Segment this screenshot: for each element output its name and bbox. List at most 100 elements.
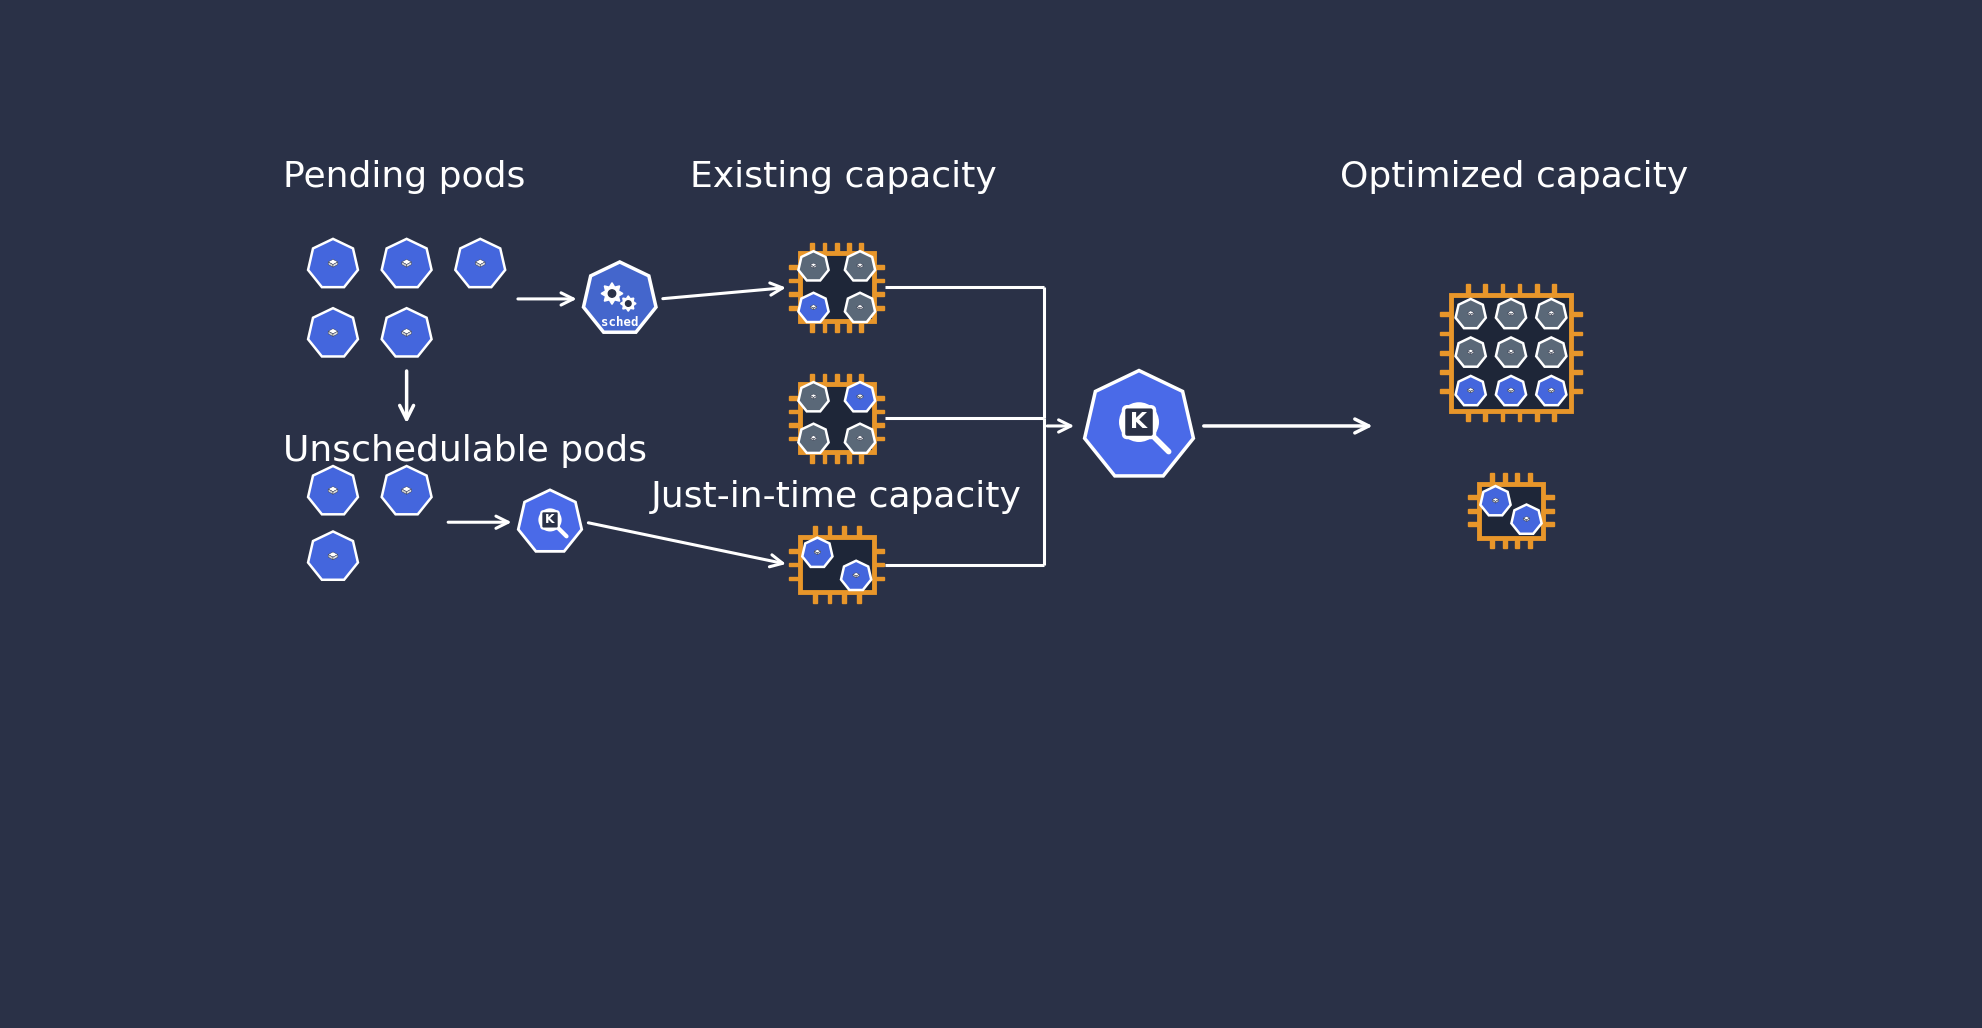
Text: K: K [1130, 412, 1148, 432]
Bar [874, 409, 884, 413]
Polygon shape [817, 551, 821, 555]
Bar [1451, 295, 1572, 410]
Polygon shape [1510, 390, 1514, 393]
Bar [1542, 509, 1554, 513]
Text: K: K [545, 513, 555, 526]
Polygon shape [1455, 299, 1486, 328]
Polygon shape [815, 551, 817, 555]
Polygon shape [811, 396, 813, 399]
Polygon shape [1536, 299, 1566, 328]
Bar [1552, 410, 1556, 421]
Bar [811, 321, 815, 332]
Bar [874, 396, 884, 400]
Polygon shape [856, 575, 860, 578]
Polygon shape [856, 265, 860, 268]
Polygon shape [799, 293, 828, 322]
Polygon shape [813, 306, 817, 309]
Bar [856, 592, 860, 603]
Polygon shape [1492, 500, 1496, 503]
Bar [1467, 285, 1471, 295]
Bar [860, 243, 862, 254]
Polygon shape [601, 283, 622, 304]
Bar [846, 452, 850, 463]
Bar [823, 452, 826, 463]
Polygon shape [307, 308, 359, 357]
Bar [1469, 509, 1479, 513]
Polygon shape [1508, 313, 1510, 316]
Polygon shape [1467, 313, 1471, 316]
Bar [828, 592, 830, 603]
Polygon shape [1467, 310, 1475, 315]
Polygon shape [476, 262, 480, 267]
Bar [1469, 495, 1479, 499]
Polygon shape [307, 466, 359, 514]
Polygon shape [1467, 390, 1471, 393]
Polygon shape [333, 489, 337, 494]
Bar [813, 526, 817, 537]
Bar [842, 526, 846, 537]
Polygon shape [1524, 518, 1526, 521]
Bar [789, 279, 801, 283]
Polygon shape [402, 262, 406, 267]
Polygon shape [1548, 390, 1552, 393]
Polygon shape [799, 382, 828, 411]
Bar [1542, 522, 1554, 526]
Bar [789, 396, 801, 400]
Bar [874, 279, 884, 283]
Polygon shape [333, 554, 337, 559]
Polygon shape [1548, 351, 1552, 355]
Bar [1502, 538, 1506, 548]
Bar [1518, 410, 1522, 421]
Polygon shape [860, 265, 864, 268]
Text: Unschedulable pods: Unschedulable pods [283, 434, 646, 468]
Bar [1534, 410, 1538, 421]
Bar [1441, 332, 1451, 335]
Bar [874, 562, 884, 566]
Polygon shape [1508, 350, 1514, 353]
Circle shape [626, 301, 630, 306]
Bar [834, 373, 838, 384]
Text: Just-in-time capacity: Just-in-time capacity [650, 480, 1021, 514]
Polygon shape [329, 552, 337, 557]
Polygon shape [1548, 350, 1554, 353]
Polygon shape [1496, 500, 1498, 503]
Polygon shape [1526, 518, 1530, 521]
Polygon shape [333, 331, 337, 336]
Polygon shape [1467, 351, 1471, 355]
Circle shape [608, 290, 616, 297]
Polygon shape [406, 262, 412, 267]
Bar [823, 373, 826, 384]
Bar [1500, 285, 1504, 295]
Polygon shape [852, 573, 860, 576]
Polygon shape [803, 538, 832, 566]
Polygon shape [815, 550, 821, 553]
Bar [1467, 410, 1471, 421]
Polygon shape [844, 251, 876, 281]
Bar [1469, 522, 1479, 526]
Bar [846, 373, 850, 384]
Bar [842, 592, 846, 603]
Bar [789, 292, 801, 296]
Polygon shape [813, 396, 817, 399]
Bar [1534, 285, 1538, 295]
Bar [789, 265, 801, 269]
Bar [1441, 313, 1451, 317]
Polygon shape [1481, 486, 1510, 515]
Bar [834, 321, 838, 332]
Polygon shape [476, 259, 486, 264]
Polygon shape [383, 466, 432, 514]
Bar [1490, 538, 1494, 548]
Polygon shape [329, 331, 333, 336]
Polygon shape [1508, 310, 1514, 315]
Polygon shape [1455, 337, 1486, 367]
Bar [874, 306, 884, 309]
Polygon shape [1510, 351, 1514, 355]
Polygon shape [1084, 370, 1193, 476]
Bar [813, 592, 817, 603]
Polygon shape [1508, 390, 1510, 393]
Text: Existing capacity: Existing capacity [690, 160, 997, 194]
Polygon shape [852, 575, 856, 578]
Bar [789, 562, 801, 566]
Polygon shape [811, 265, 813, 268]
Polygon shape [402, 486, 412, 491]
